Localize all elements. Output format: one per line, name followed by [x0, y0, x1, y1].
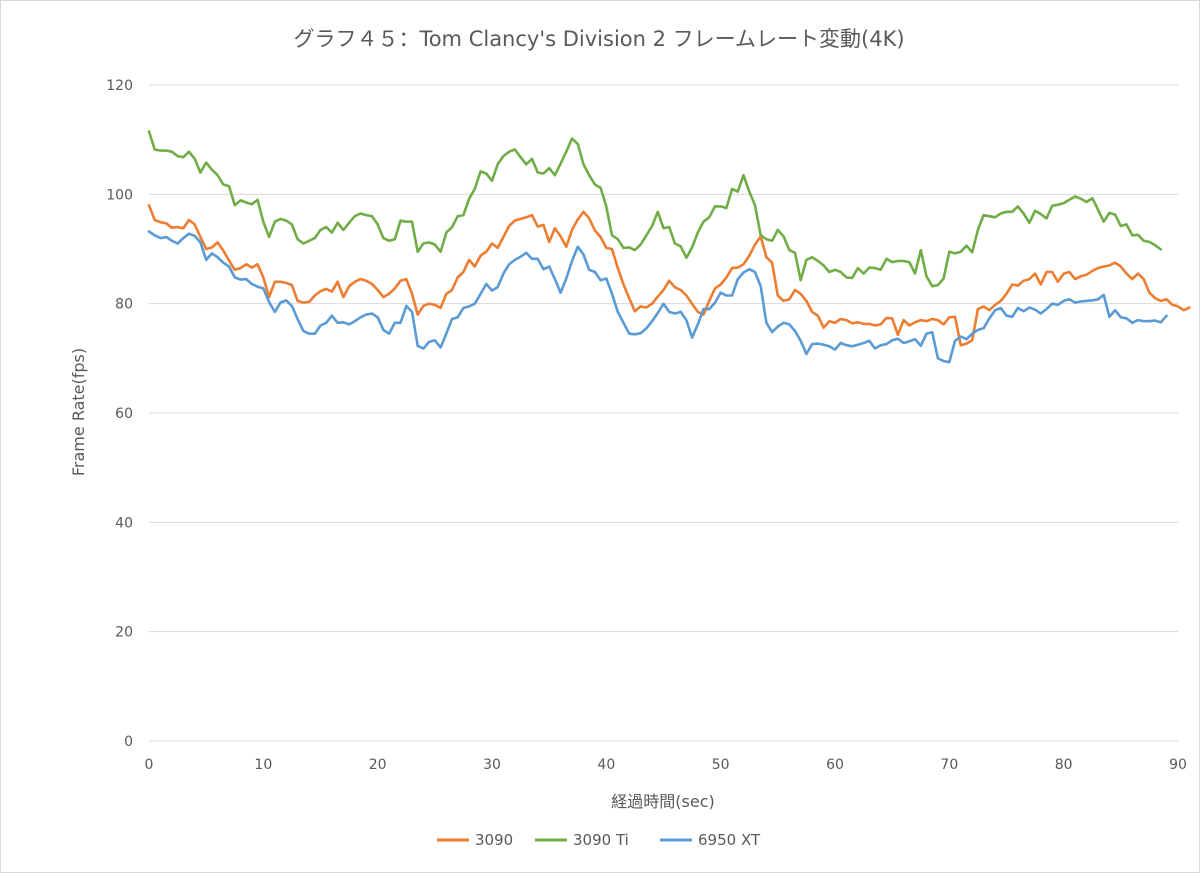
y-tick-label: 40	[115, 515, 133, 531]
legend-item: 3090	[437, 831, 513, 849]
chart-title: グラフ４５：Tom Clancy's Division 2 フレームレート変動(…	[293, 27, 904, 51]
y-tick-label: 120	[106, 78, 133, 94]
y-tick-label: 60	[115, 406, 133, 422]
y-tick-label: 80	[115, 297, 133, 313]
x-axis-tick-labels: 0 10 20 30 40 50 60 70 80 90	[145, 757, 1187, 773]
legend-item: 3090 Ti	[535, 831, 629, 849]
legend: 3090 3090 Ti 6950 XT	[437, 831, 761, 849]
legend-label: 3090	[475, 831, 513, 849]
x-tick-label: 60	[826, 757, 844, 773]
series-lines	[147, 130, 1191, 364]
x-axis-title: 経過時間(sec)	[611, 792, 714, 811]
y-axis-title: Frame Rate(fps)	[69, 348, 88, 476]
x-tick-label: 0	[145, 757, 154, 773]
y-tick-label: 100	[106, 187, 133, 203]
legend-label: 6950 XT	[698, 831, 761, 849]
series-line-3090	[147, 204, 1191, 347]
x-tick-label: 90	[1169, 757, 1187, 773]
x-tick-label: 80	[1055, 757, 1073, 773]
x-tick-label: 20	[369, 757, 387, 773]
y-tick-label: 0	[124, 734, 133, 750]
x-tick-label: 70	[940, 757, 958, 773]
x-tick-label: 40	[597, 757, 615, 773]
y-tick-label: 20	[115, 625, 133, 641]
series-line-6950-xt	[147, 230, 1168, 364]
x-tick-label: 10	[254, 757, 272, 773]
series-line-3090-ti	[147, 130, 1163, 288]
x-tick-label: 30	[483, 757, 501, 773]
legend-item: 6950 XT	[660, 831, 761, 849]
gridlines	[149, 84, 1178, 742]
x-tick-label: 50	[712, 757, 730, 773]
y-axis-tick-labels: 0 20 40 60 80 100 120	[106, 78, 133, 750]
legend-label: 3090 Ti	[573, 831, 629, 849]
